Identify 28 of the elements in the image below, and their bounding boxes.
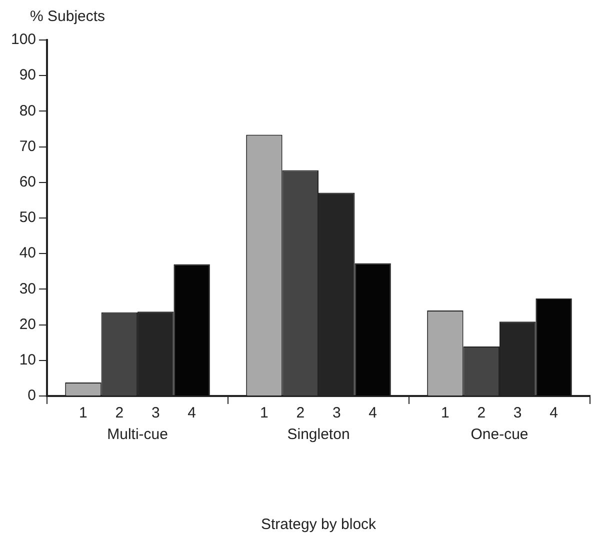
series-label: 2 <box>115 404 124 422</box>
text: 2 <box>477 404 486 422</box>
series-label: 3 <box>151 404 160 422</box>
y-tick-label: 100 <box>10 31 36 48</box>
x-tick-label: Multi-cue <box>107 426 168 444</box>
text: 1 <box>441 404 450 422</box>
text: 3 <box>513 404 522 422</box>
x-tick-label: Singleton <box>287 426 350 444</box>
series-label: 4 <box>188 404 196 422</box>
y-tick-label: 50 <box>19 209 36 226</box>
y-tick-label: 0 <box>28 387 36 404</box>
y-tick-label: 10 <box>19 352 36 369</box>
y-tick-label: 60 <box>19 174 36 191</box>
y-tick-label: 30 <box>19 280 36 298</box>
y-axis-title: % Subjects <box>29 8 106 27</box>
x-tick-label: One-cue <box>470 426 528 444</box>
text: 4 <box>368 404 377 422</box>
x-axis-title: Strategy by block <box>260 516 377 534</box>
y-tick-label: 70 <box>19 138 36 155</box>
y-tick-label: 90 <box>19 66 36 84</box>
text: 4 <box>550 404 558 422</box>
text: 1 <box>260 404 268 422</box>
text: 3 <box>332 404 341 422</box>
series-label: 1 <box>79 404 88 422</box>
text: 2 <box>296 404 305 422</box>
y-tick-label: 80 <box>19 102 36 120</box>
y-tick-label: 40 <box>19 244 36 262</box>
y-tick-label: 20 <box>19 316 36 333</box>
